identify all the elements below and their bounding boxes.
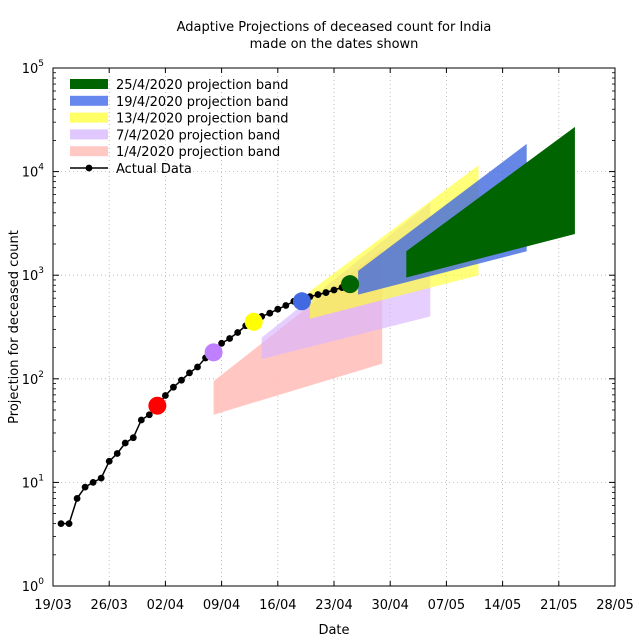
actual-data-point — [170, 383, 177, 391]
legend-swatch — [70, 79, 108, 89]
y-axis-label: Projection for deceased count — [7, 230, 22, 424]
legend-marker — [85, 164, 93, 172]
projection-markers — [148, 275, 360, 415]
actual-data-point — [97, 474, 105, 482]
actual-data-point — [129, 434, 137, 442]
chart-title: Adaptive Projections of deceased count f… — [177, 20, 492, 35]
actual-data-point — [218, 339, 226, 347]
y-tick-label: 100 — [22, 577, 45, 595]
actual-data-point — [57, 520, 65, 528]
legend: 25/4/2020 projection band 19/4/2020 proje… — [70, 78, 289, 177]
x-tick-label: 09/04 — [203, 598, 240, 613]
actual-data-point — [178, 376, 185, 384]
actual-data-point — [65, 520, 73, 528]
projection-date-marker — [244, 312, 263, 331]
x-tick-label: 21/05 — [540, 598, 577, 613]
x-tick-label: 07/05 — [428, 598, 465, 613]
y-tick-label: 103 — [22, 266, 44, 284]
legend-swatch — [70, 146, 108, 157]
actual-data-point — [137, 416, 145, 424]
projection-date-marker — [292, 292, 311, 311]
legend-label: 25/4/2020 projection band — [116, 78, 289, 93]
legend-label: 1/4/2020 projection band — [116, 145, 280, 160]
x-tick-label: 23/04 — [315, 598, 352, 613]
actual-data-point — [73, 495, 81, 502]
actual-data-point — [186, 369, 193, 377]
y-tick-label: 101 — [22, 473, 44, 491]
x-axis-label: Date — [318, 623, 349, 638]
y-tick-label: 105 — [22, 59, 44, 77]
projection-band-5 — [406, 126, 575, 278]
actual-data-point — [121, 439, 129, 447]
actual-data-point — [234, 329, 242, 336]
x-tick-label: 14/05 — [484, 598, 521, 613]
y-axis: 100 101 102 103 104 105 — [22, 59, 615, 595]
projection-date-marker — [148, 396, 167, 415]
actual-data-point — [162, 392, 169, 399]
chart-subtitle: made on the dates shown — [250, 37, 419, 52]
projection-date-marker — [204, 343, 223, 362]
legend-label: 19/4/2020 projection band — [116, 95, 289, 110]
actual-data-point — [113, 450, 121, 457]
x-tick-label: 30/04 — [371, 598, 408, 613]
actual-data-point — [266, 309, 274, 317]
legend-label: 7/4/2020 projection band — [116, 128, 280, 143]
actual-data-point — [145, 411, 153, 419]
actual-data-point — [226, 335, 234, 342]
legend-label: Actual Data — [116, 162, 192, 177]
legend-swatch — [70, 129, 108, 140]
x-axis: 19/03 26/03 02/04 09/04 16/04 23/04 30/04 07/05… — [34, 68, 634, 613]
x-tick-label: 02/04 — [147, 598, 184, 613]
x-tick-label: 16/04 — [259, 598, 296, 613]
actual-data-point — [314, 291, 322, 298]
y-tick-label: 104 — [22, 163, 45, 181]
actual-data-point — [81, 483, 89, 491]
legend-swatch — [70, 112, 108, 123]
legend-swatch — [70, 95, 108, 106]
actual-data-point — [322, 289, 330, 296]
projection-date-marker — [341, 275, 360, 294]
actual-data-point — [194, 363, 201, 371]
y-tick-label: 102 — [22, 370, 44, 388]
legend-label: 13/4/2020 projection band — [116, 112, 289, 127]
x-tick-label: 26/03 — [90, 598, 127, 613]
actual-data-point — [282, 302, 290, 309]
x-tick-label: 28/05 — [596, 598, 633, 613]
actual-data-point — [89, 479, 97, 486]
actual-data-point — [330, 286, 338, 294]
actual-data-point — [274, 305, 282, 313]
x-tick-label: 19/03 — [34, 598, 71, 613]
actual-data-point — [105, 457, 113, 465]
